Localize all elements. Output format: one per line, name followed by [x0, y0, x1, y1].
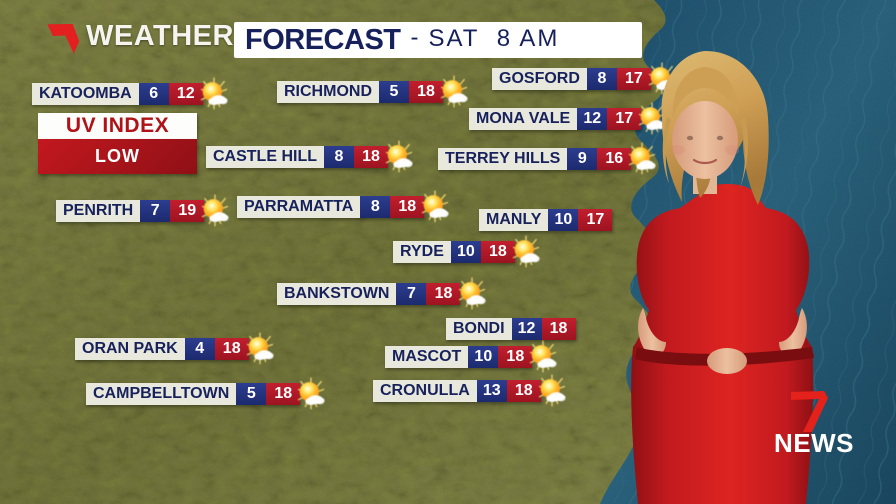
svg-text:NEWS: NEWS	[774, 428, 854, 458]
